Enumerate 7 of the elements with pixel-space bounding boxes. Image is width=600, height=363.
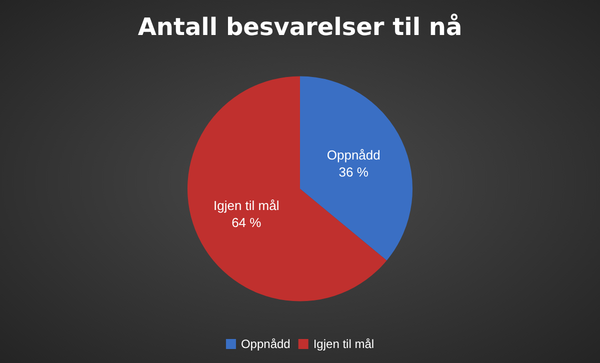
data-label: 64 % (232, 214, 262, 230)
chart-title: Antall besvarelser til nå (138, 13, 462, 41)
slice-label: Igjen til mål (214, 198, 280, 213)
data-label: 36 % (338, 164, 369, 180)
legend-label: Oppnådd (240, 337, 290, 351)
slice-label: Oppnådd (326, 148, 380, 163)
legend-label: Igjen til mål (313, 337, 374, 351)
